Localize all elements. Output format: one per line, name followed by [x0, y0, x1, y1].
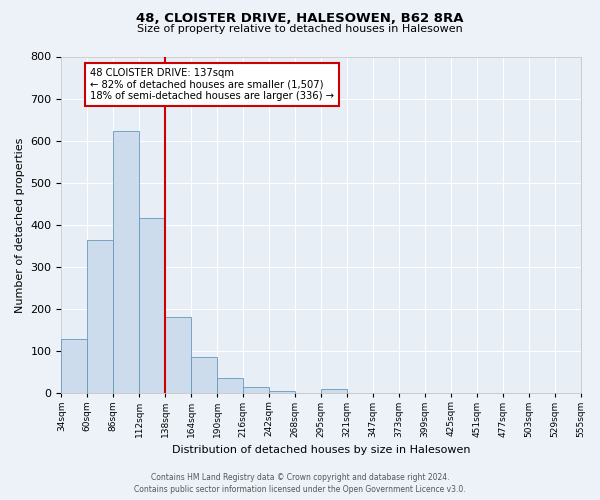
Text: 48, CLOISTER DRIVE, HALESOWEN, B62 8RA: 48, CLOISTER DRIVE, HALESOWEN, B62 8RA [136, 12, 464, 26]
Bar [321, 389, 347, 394]
Bar [269, 391, 295, 394]
Bar [139, 218, 165, 394]
Y-axis label: Number of detached properties: Number of detached properties [15, 137, 25, 312]
Bar [191, 357, 217, 394]
Bar [88, 240, 113, 394]
Text: 48 CLOISTER DRIVE: 137sqm
← 82% of detached houses are smaller (1,507)
18% of se: 48 CLOISTER DRIVE: 137sqm ← 82% of detac… [90, 68, 334, 102]
X-axis label: Distribution of detached houses by size in Halesowen: Distribution of detached houses by size … [172, 445, 470, 455]
Bar [113, 132, 139, 394]
Text: Size of property relative to detached houses in Halesowen: Size of property relative to detached ho… [137, 24, 463, 34]
Bar [243, 388, 269, 394]
Bar [217, 378, 243, 394]
Bar [165, 317, 191, 394]
Bar [61, 338, 88, 394]
Text: Contains HM Land Registry data © Crown copyright and database right 2024.
Contai: Contains HM Land Registry data © Crown c… [134, 473, 466, 494]
